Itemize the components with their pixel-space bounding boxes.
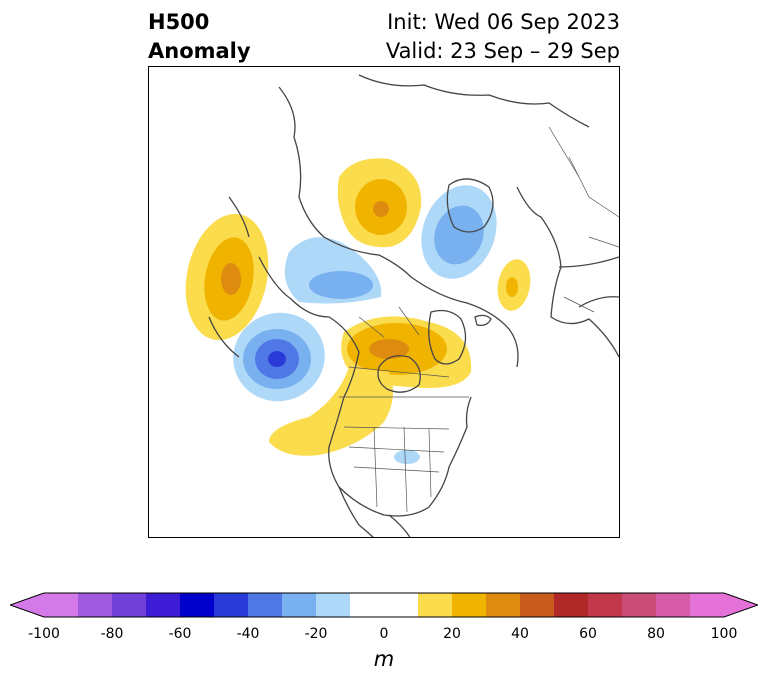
colorbar-tick-label: 40 bbox=[511, 626, 529, 642]
anomaly-east-asia-positive bbox=[497, 259, 531, 311]
colorbar-tick-label: -40 bbox=[236, 626, 260, 642]
colorbar-tick-label: 100 bbox=[710, 626, 738, 642]
colorbar-bin bbox=[180, 593, 215, 617]
colorbar-tick-label: -100 bbox=[28, 626, 60, 642]
colorbar-bin bbox=[452, 593, 487, 617]
colorbar-bin bbox=[622, 593, 657, 617]
colorbar-tick-label: 20 bbox=[443, 626, 461, 642]
colorbar-bin bbox=[486, 593, 521, 617]
anomaly-bering-negative bbox=[284, 237, 382, 304]
map-svg bbox=[185, 74, 619, 537]
colorbar-bin bbox=[112, 593, 147, 617]
colorbar-bin bbox=[248, 593, 283, 617]
colorbar-tick-label: -60 bbox=[168, 626, 192, 642]
coastlines bbox=[208, 74, 619, 537]
colorbar-ticks: -100 -80 -60 -40 -20 0 20 40 60 80 100 bbox=[0, 626, 768, 646]
colorbar-tick-label: -80 bbox=[100, 626, 124, 642]
colorbar-bin bbox=[316, 593, 351, 617]
anomaly-east-us-negative bbox=[394, 450, 420, 464]
colorbar-tick-label: 80 bbox=[647, 626, 665, 642]
plot-title: H500 Anomaly bbox=[148, 8, 251, 66]
colorbar-bin bbox=[554, 593, 589, 617]
colorbar-bin bbox=[214, 593, 249, 617]
colorbar-bin bbox=[418, 593, 453, 617]
colorbar bbox=[10, 592, 758, 618]
anomaly-west-us-positive bbox=[269, 367, 393, 456]
colorbar-unit: m bbox=[373, 647, 395, 671]
anomaly-gulf-of-alaska-negative bbox=[233, 312, 325, 402]
political-borders bbox=[339, 126, 619, 513]
colorbar-bin bbox=[350, 593, 419, 617]
colorbar-bin bbox=[146, 593, 181, 617]
map-panel bbox=[148, 66, 620, 538]
colorbar-bin bbox=[588, 593, 623, 617]
colorbar-bin bbox=[520, 593, 555, 617]
colorbar-bins bbox=[44, 593, 725, 617]
colorbar-outline bbox=[10, 592, 758, 618]
colorbar-under-arrow bbox=[10, 593, 44, 617]
colorbar-bin bbox=[690, 593, 725, 617]
colorbar-tick-label: 0 bbox=[379, 626, 389, 642]
anomaly-scandinavia-positive bbox=[337, 158, 422, 248]
date-info: Init: Wed 06 Sep 2023 Valid: 23 Sep – 29… bbox=[386, 8, 620, 66]
colorbar-bin bbox=[282, 593, 317, 617]
anomaly-russia-negative bbox=[421, 185, 497, 279]
colorbar-bin bbox=[78, 593, 113, 617]
colorbar-tick-label: 60 bbox=[579, 626, 597, 642]
colorbar-tick-label: -20 bbox=[304, 626, 328, 642]
anomaly-fields bbox=[185, 158, 531, 464]
valid-range: Valid: 23 Sep – 29 Sep bbox=[385, 39, 620, 63]
colorbar-bin bbox=[656, 593, 691, 617]
colorbar-over-arrow bbox=[724, 593, 758, 617]
colorbar-bin bbox=[44, 593, 79, 617]
anomaly-label: Anomaly bbox=[148, 39, 251, 63]
variable-label: H500 bbox=[148, 10, 210, 34]
anomaly-north-pacific-positive bbox=[185, 213, 269, 341]
init-date: Init: Wed 06 Sep 2023 bbox=[387, 10, 620, 34]
